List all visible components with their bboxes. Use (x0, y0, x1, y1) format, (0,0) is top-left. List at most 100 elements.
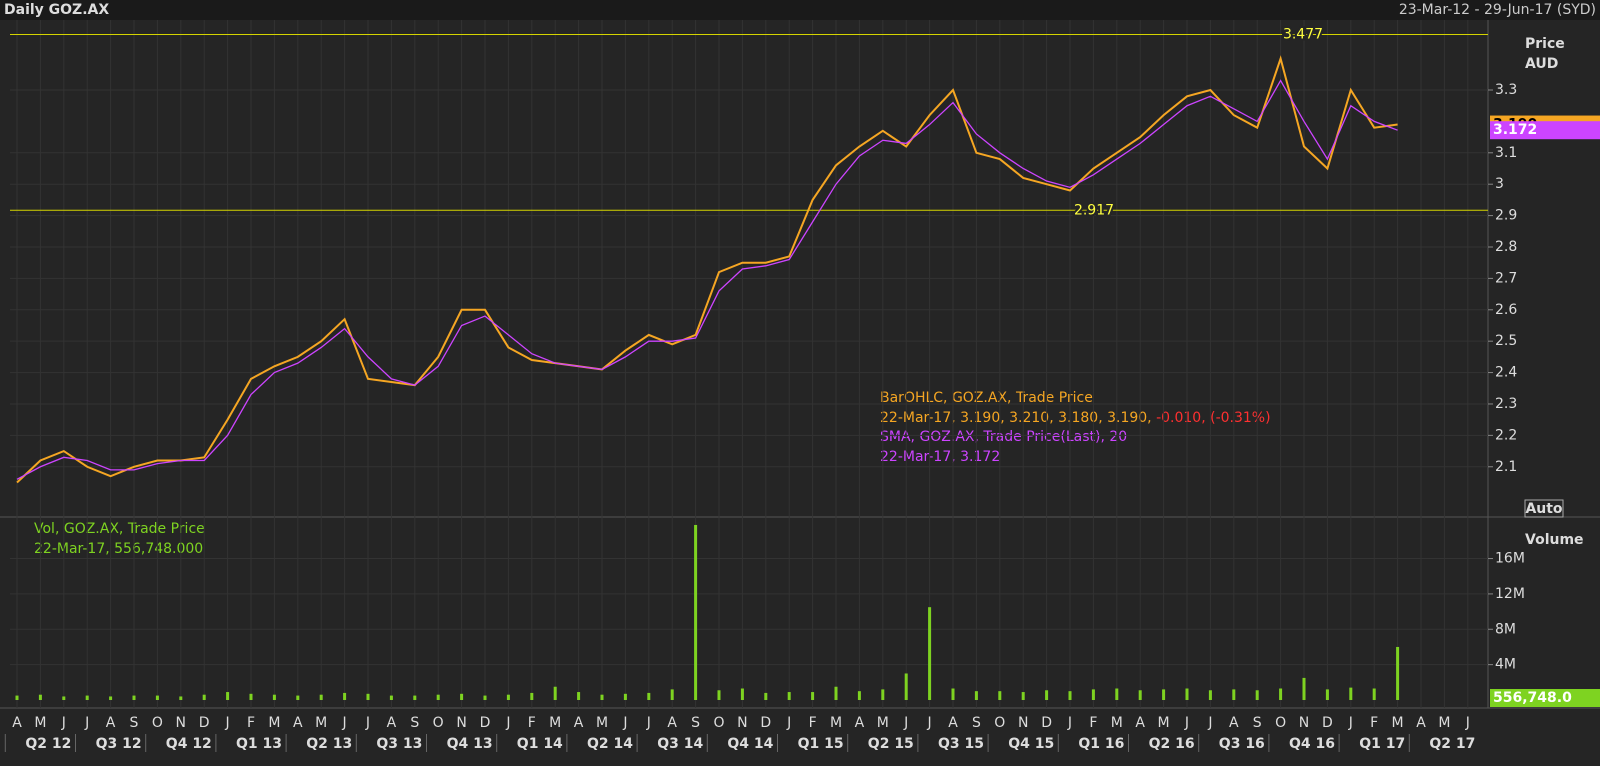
y-tick-label: 12M (1495, 586, 1525, 602)
quarter-label: Q4 14 (727, 736, 773, 752)
volume-bar (413, 695, 417, 700)
x-tick-label: J (927, 715, 932, 731)
legend-name: BarOHLC, GOZ.AX, Trade Price (880, 390, 1093, 406)
auto-button-label[interactable]: Auto (1525, 501, 1562, 517)
quarter-label: Q3 15 (938, 736, 984, 752)
x-tick-label: J (1465, 715, 1470, 731)
volume-bar (787, 692, 791, 700)
x-tick-label: O (433, 715, 444, 731)
x-tick-label: F (247, 715, 255, 731)
x-tick-label: S (691, 715, 700, 731)
volume-bar (202, 694, 206, 700)
auto-button[interactable] (1524, 499, 1564, 518)
volume-bar (881, 689, 885, 700)
volume-bar (694, 524, 698, 700)
reference-label: 3.477 (1283, 26, 1323, 42)
x-tick-label: J (505, 715, 510, 731)
volume-bar (506, 694, 510, 700)
volume-bar (389, 695, 393, 700)
x-tick-label: J (622, 715, 627, 731)
last-value-label: 556,748.0 (1493, 690, 1572, 706)
quarter-label: Q3 14 (657, 736, 703, 752)
x-tick-label: J (786, 715, 791, 731)
quarter-label: Q2 13 (306, 736, 352, 752)
volume-bar (460, 693, 464, 700)
volume-bar (647, 692, 651, 700)
x-tick-label: M (877, 715, 889, 731)
x-tick-label: A (574, 715, 584, 731)
y-tick-label: 16M (1495, 551, 1525, 567)
quarter-label: Q1 17 (1359, 736, 1405, 752)
volume-bar (811, 692, 815, 700)
x-tick-label: A (12, 715, 22, 731)
volume-bar (319, 694, 323, 700)
quarter-label: Q1 15 (798, 736, 844, 752)
x-tick-label: M (1392, 715, 1404, 731)
x-tick-label: D (199, 715, 210, 731)
y-tick-label: 2.3 (1495, 396, 1517, 412)
volume-axis-label: Volume (1525, 532, 1584, 548)
volume-bar (1091, 689, 1095, 700)
legend-detail: 22-Mar-17, 556,748.000 (34, 541, 203, 557)
x-tick-label: O (152, 715, 163, 731)
y-tick-label: 2.6 (1495, 302, 1517, 318)
volume-bar (951, 688, 955, 700)
x-tick-label: J (903, 715, 908, 731)
volume-bar (904, 673, 908, 700)
volume-bar (1068, 691, 1072, 700)
y-tick-label: 3 (1495, 176, 1504, 192)
y-tick-label: 2.2 (1495, 427, 1517, 443)
volume-bar (553, 686, 557, 700)
volume-bar (928, 607, 932, 700)
quarter-label: Q4 15 (1008, 736, 1054, 752)
volume-bar (296, 695, 300, 700)
quarter-label: Q2 15 (868, 736, 914, 752)
y-tick-label: 2.7 (1495, 270, 1517, 286)
y-tick-label: 2.4 (1495, 365, 1517, 381)
x-tick-label: N (456, 715, 466, 731)
volume-bar (1162, 689, 1166, 700)
volume-bar (109, 696, 113, 700)
y-tick-label: 2.9 (1495, 208, 1517, 224)
volume-bar (132, 695, 136, 700)
volume-bar (530, 692, 534, 700)
volume-bar (740, 688, 744, 700)
x-tick-label: O (713, 715, 724, 731)
x-tick-label: N (1299, 715, 1309, 731)
x-tick-label: J (84, 715, 89, 731)
x-tick-label: A (106, 715, 116, 731)
y-tick-label: 2.8 (1495, 239, 1517, 255)
legend-name: Vol, GOZ.AX, Trade Price (34, 521, 205, 537)
volume-bar (272, 694, 276, 700)
x-tick-label: F (1089, 715, 1097, 731)
x-tick-label: M (1158, 715, 1170, 731)
x-tick-label: O (1275, 715, 1286, 731)
title-bar (0, 0, 1600, 20)
volume-bar (1045, 690, 1049, 700)
volume-bar (226, 692, 230, 700)
date-range: 23-Mar-12 - 29-Jun-17 (SYD) (1399, 2, 1596, 18)
quarter-label: Q1 14 (517, 736, 563, 752)
volume-bar (1115, 688, 1119, 700)
y-tick-label: 3.3 (1495, 82, 1517, 98)
x-tick-label: J (61, 715, 66, 731)
x-tick-label: N (176, 715, 186, 731)
volume-bar (1279, 688, 1283, 700)
series-line (16, 55, 1398, 484)
quarter-label: Q3 13 (376, 736, 422, 752)
last-value-label: 3.172 (1493, 122, 1537, 138)
x-tick-label: S (1253, 715, 1262, 731)
y-tick-label: 4M (1495, 657, 1516, 673)
quarter-label: Q1 13 (236, 736, 282, 752)
volume-bar (1255, 690, 1259, 700)
x-tick-label: A (293, 715, 303, 731)
volume-bar (62, 696, 66, 700)
x-tick-label: M (1438, 715, 1450, 731)
legend-detail: 22-Mar-17, 3.190, 3.210, 3.180, 3.190, -… (880, 410, 1271, 426)
x-tick-label: M (34, 715, 46, 731)
x-tick-label: A (1229, 715, 1239, 731)
volume-bar (834, 686, 838, 700)
volume-bar (1325, 689, 1329, 700)
